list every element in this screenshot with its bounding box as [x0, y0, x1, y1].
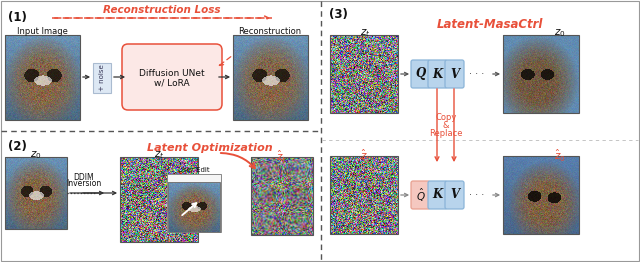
Bar — [167, 174, 221, 232]
Text: Diffusion UNet: Diffusion UNet — [139, 68, 205, 78]
Text: (1): (1) — [8, 11, 27, 24]
Text: User Edit: User Edit — [178, 167, 210, 173]
Text: V: V — [450, 68, 459, 80]
Text: $\hat{Q}$: $\hat{Q}$ — [415, 186, 426, 204]
FancyBboxPatch shape — [445, 60, 464, 88]
Text: Latent-MasaCtrl: Latent-MasaCtrl — [437, 18, 543, 31]
Bar — [330, 156, 398, 234]
FancyBboxPatch shape — [428, 60, 447, 88]
Text: Input Image: Input Image — [17, 27, 67, 36]
Text: Q: Q — [415, 68, 426, 80]
Bar — [5, 35, 80, 120]
Text: $\hat{z}_t$: $\hat{z}_t$ — [360, 148, 371, 164]
Text: + noise: + noise — [99, 65, 105, 91]
Bar — [251, 157, 313, 235]
FancyBboxPatch shape — [411, 60, 430, 88]
Text: $z_t$: $z_t$ — [360, 27, 371, 39]
Text: $\hat{z}_0$: $\hat{z}_0$ — [554, 148, 566, 164]
Bar — [233, 35, 308, 120]
Bar — [120, 157, 198, 242]
Text: (2): (2) — [8, 140, 27, 153]
FancyBboxPatch shape — [428, 181, 447, 209]
Text: Reconstruction Loss: Reconstruction Loss — [103, 5, 221, 15]
Text: $z_0$: $z_0$ — [30, 149, 42, 161]
Bar — [330, 35, 398, 113]
Text: · · ·: · · · — [469, 69, 484, 79]
Bar — [5, 157, 67, 229]
Text: K: K — [433, 188, 443, 201]
Text: K: K — [433, 68, 443, 80]
Text: $z_t$: $z_t$ — [154, 149, 164, 161]
FancyBboxPatch shape — [122, 44, 222, 110]
Text: Reconstruction: Reconstruction — [239, 27, 301, 36]
Bar — [168, 182, 220, 232]
Text: $\hat{z}_t$: $\hat{z}_t$ — [276, 149, 286, 165]
Text: Latent Optimization: Latent Optimization — [147, 143, 273, 153]
Bar — [503, 35, 579, 113]
Text: Inversion: Inversion — [67, 179, 102, 188]
Text: Copy: Copy — [435, 113, 457, 123]
Text: DDIM: DDIM — [74, 172, 94, 182]
Text: Replace: Replace — [429, 129, 463, 139]
FancyBboxPatch shape — [411, 181, 430, 209]
Text: $z_0$: $z_0$ — [554, 27, 566, 39]
Bar — [503, 156, 579, 234]
Text: (3): (3) — [329, 8, 348, 21]
Text: · · ·: · · · — [469, 190, 484, 200]
Bar — [93, 63, 111, 93]
Text: w/ LoRA: w/ LoRA — [154, 79, 190, 88]
FancyBboxPatch shape — [445, 181, 464, 209]
Text: &: & — [443, 122, 449, 130]
Text: V: V — [450, 188, 459, 201]
